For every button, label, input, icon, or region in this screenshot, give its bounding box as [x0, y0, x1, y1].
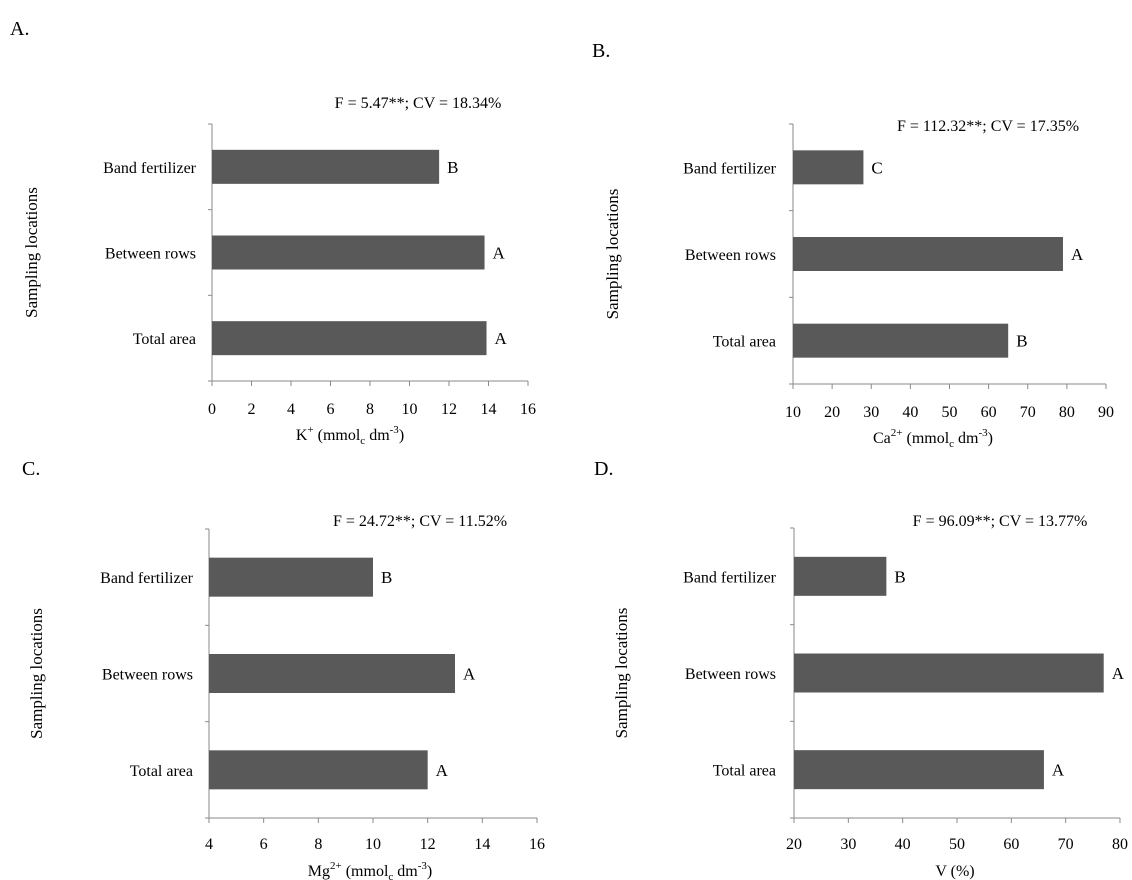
category-label: Band fertilizer — [103, 160, 197, 177]
bar — [212, 321, 487, 356]
x-tick-label: 8 — [314, 836, 322, 853]
significance-letter: B — [447, 158, 458, 177]
y-axis-label: Sampling locations — [27, 608, 46, 739]
x-tick-label: 16 — [529, 836, 545, 853]
significance-letter: A — [463, 665, 476, 684]
x-tick-label: 20 — [824, 404, 840, 421]
x-tick-label: 10 — [365, 836, 381, 853]
bar — [209, 654, 455, 693]
x-tick-label: 8 — [366, 401, 374, 418]
category-label: Total area — [130, 763, 193, 780]
x-tick-label: 6 — [260, 836, 268, 853]
x-tick-label: 70 — [1020, 404, 1036, 421]
y-axis-label: Sampling locations — [22, 187, 41, 318]
category-label: Between rows — [105, 246, 196, 263]
bar — [793, 150, 864, 185]
anova-annotation: F = 112.32**; CV = 17.35% — [897, 118, 1079, 135]
significance-letter: A — [495, 329, 508, 348]
bar — [794, 556, 887, 596]
significance-letter: B — [894, 567, 905, 586]
significance-letter: A — [1052, 761, 1065, 780]
x-tick-label: 90 — [1098, 404, 1114, 421]
significance-letter: A — [493, 244, 506, 263]
x-tick-label: 70 — [1058, 836, 1074, 853]
x-tick-label: 60 — [981, 404, 997, 421]
bar — [212, 149, 440, 184]
x-tick-label: 80 — [1059, 404, 1075, 421]
x-tick-label: 30 — [863, 404, 879, 421]
x-tick-label: 50 — [949, 836, 965, 853]
bar — [209, 557, 373, 597]
bar — [212, 235, 485, 270]
category-label: Between rows — [685, 247, 776, 264]
x-tick-label: 4 — [205, 836, 213, 853]
x-tick-label: 20 — [786, 836, 802, 853]
panel-letter-d: D. — [594, 458, 614, 480]
category-label: Band fertilizer — [683, 160, 777, 177]
panel-letter-b: B. — [592, 40, 611, 62]
x-tick-label: 40 — [902, 404, 918, 421]
x-tick-label: 2 — [248, 401, 256, 418]
y-axis-label: Sampling locations — [612, 608, 631, 739]
bar — [793, 323, 1009, 358]
y-axis-label: Sampling locations — [603, 189, 622, 320]
x-axis-label: Mg2+ (mmolc dm-3) — [308, 860, 432, 880]
x-tick-label: 30 — [840, 836, 856, 853]
category-label: Total area — [713, 334, 776, 351]
bar — [209, 750, 428, 790]
x-axis-label: K+ (mmolc dm-3) — [296, 424, 404, 447]
category-label: Between rows — [685, 666, 776, 683]
panel-letter-a: A. — [10, 18, 30, 40]
significance-letter: B — [381, 568, 392, 587]
significance-letter: B — [1016, 332, 1027, 351]
x-tick-label: 0 — [208, 401, 216, 418]
category-label: Total area — [713, 763, 776, 780]
anova-annotation: F = 5.47**; CV = 18.34% — [335, 95, 502, 112]
anova-annotation: F = 96.09**; CV = 13.77% — [913, 513, 1088, 530]
x-tick-label: 12 — [420, 836, 436, 853]
significance-letter: A — [1112, 664, 1125, 683]
panel-letter-c: C. — [22, 458, 41, 480]
category-label: Band fertilizer — [683, 569, 777, 586]
x-tick-label: 16 — [520, 401, 536, 418]
significance-letter: A — [436, 761, 449, 780]
bar — [793, 237, 1063, 271]
x-tick-label: 14 — [474, 836, 490, 853]
x-tick-label: 14 — [481, 401, 497, 418]
bar — [794, 750, 1044, 790]
category-label: Band fertilizer — [100, 570, 194, 587]
category-label: Total area — [133, 331, 196, 348]
x-axis-label: Ca2+ (mmolc dm-3) — [873, 427, 993, 450]
x-tick-label: 40 — [895, 836, 911, 853]
anova-annotation: F = 24.72**; CV = 11.52% — [333, 513, 507, 530]
significance-letter: C — [871, 158, 882, 177]
x-tick-label: 12 — [441, 401, 457, 418]
significance-letter: A — [1071, 245, 1084, 264]
x-tick-label: 10 — [785, 404, 801, 421]
x-tick-label: 60 — [1003, 836, 1019, 853]
x-tick-label: 10 — [402, 401, 418, 418]
x-tick-label: 4 — [287, 401, 295, 418]
x-tick-label: 50 — [942, 404, 958, 421]
x-tick-label: 80 — [1112, 836, 1128, 853]
x-axis-label: V (%) — [935, 863, 974, 880]
x-tick-label: 6 — [327, 401, 335, 418]
category-label: Between rows — [102, 667, 193, 684]
bar — [794, 653, 1104, 693]
